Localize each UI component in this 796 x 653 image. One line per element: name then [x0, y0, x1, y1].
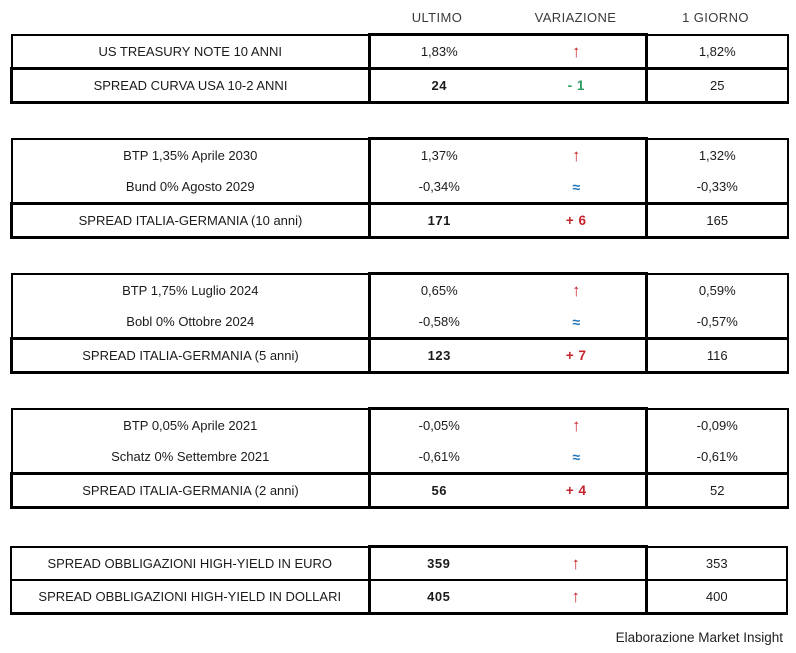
variation-up-indicator: ↑: [507, 272, 648, 306]
row-label: BTP 0,05% Aprile 2021: [10, 407, 371, 441]
row-label: BTP 1,35% Aprile 2030: [10, 137, 371, 171]
table-row: SPREAD ITALIA-GERMANIA (2 anni) 56 + 4 52: [10, 472, 789, 509]
ultimo-value: 1,37%: [368, 137, 508, 171]
ultimo-value: -0,61%: [368, 441, 508, 474]
row-label: SPREAD ITALIA-GERMANIA (10 anni): [10, 202, 371, 239]
row-label: SPREAD OBBLIGAZIONI HIGH-YIELD IN DOLLAR…: [10, 579, 370, 615]
giorno-value: -0,57%: [645, 306, 789, 339]
giorno-value: 353: [644, 545, 788, 581]
variation-up-indicator: + 7: [507, 337, 648, 374]
variation-up-indicator: ↑: [507, 33, 648, 69]
table-row: SPREAD ITALIA-GERMANIA (10 anni) 171 + 6 16…: [10, 202, 789, 239]
ultimo-value: 359: [367, 545, 507, 581]
row-label: BTP 1,75% Luglio 2024: [10, 272, 371, 306]
variation-down-indicator: - 1: [507, 67, 648, 104]
row-label: SPREAD ITALIA-GERMANIA (5 anni): [10, 337, 371, 374]
attribution-text: Elaborazione Market Insight: [615, 630, 783, 645]
variation-flat-indicator: ≈: [507, 171, 648, 204]
ultimo-value: 0,65%: [368, 272, 508, 306]
variation-up-indicator: + 6: [507, 202, 648, 239]
ultimo-value: 123: [368, 337, 508, 374]
row-label: Bund 0% Agosto 2029: [10, 171, 371, 204]
table-row: SPREAD OBBLIGAZIONI HIGH-YIELD IN DOLLAR…: [10, 579, 788, 615]
ultimo-value: -0,05%: [368, 407, 508, 441]
table-row: BTP 1,75% Luglio 2024 0,65% ↑ 0,59%: [10, 272, 789, 306]
giorno-value: 400: [644, 579, 788, 615]
column-header-1-giorno: 1 GIORNO: [682, 10, 749, 25]
table-row: SPREAD OBBLIGAZIONI HIGH-YIELD IN EURO 35…: [10, 545, 788, 581]
variation-up-indicator: + 4: [507, 472, 648, 509]
table-italy-germany-2y: BTP 0,05% Aprile 2021 -0,05% ↑ -0,09% Schatz…: [10, 407, 789, 509]
giorno-value: 1,82%: [645, 33, 789, 69]
ultimo-value: -0,58%: [368, 306, 508, 339]
row-label: SPREAD OBBLIGAZIONI HIGH-YIELD IN EURO: [10, 545, 370, 581]
table-italy-germany-5y: BTP 1,75% Luglio 2024 0,65% ↑ 0,59% Bobl 0% …: [10, 272, 789, 374]
row-label: SPREAD ITALIA-GERMANIA (2 anni): [10, 472, 371, 509]
table-row: SPREAD ITALIA-GERMANIA (5 anni) 123 + 7 116: [10, 337, 789, 374]
giorno-value: 165: [645, 202, 789, 239]
table-row: BTP 1,35% Aprile 2030 1,37% ↑ 1,32%: [10, 137, 789, 171]
row-label: Bobl 0% Ottobre 2024: [10, 306, 371, 339]
ultimo-value: 1,83%: [368, 33, 508, 69]
giorno-value: 1,32%: [645, 137, 789, 171]
ultimo-value: 56: [368, 472, 508, 509]
variation-up-indicator: ↑: [507, 407, 648, 441]
variation-flat-indicator: ≈: [507, 306, 648, 339]
ultimo-value: -0,34%: [368, 171, 508, 204]
table-row: BTP 0,05% Aprile 2021 -0,05% ↑ -0,09%: [10, 407, 789, 441]
giorno-value: 52: [645, 472, 789, 509]
ultimo-value: 405: [367, 579, 507, 615]
giorno-value: -0,61%: [645, 441, 789, 474]
row-label: US TREASURY NOTE 10 ANNI: [10, 33, 371, 69]
table-italy-germany-10y: BTP 1,35% Aprile 2030 1,37% ↑ 1,32% Bund 0% …: [10, 137, 789, 239]
column-header-variazione: VARIAZIONE: [534, 10, 617, 25]
table-row: Schatz 0% Settembre 2021 -0,61% ≈ -0,61%: [10, 441, 789, 474]
variation-up-indicator: ↑: [507, 545, 648, 581]
table-us-treasury: US TREASURY NOTE 10 ANNI 1,83% ↑ 1,82% SPREA…: [10, 33, 789, 104]
giorno-value: -0,33%: [645, 171, 789, 204]
giorno-value: -0,09%: [645, 407, 789, 441]
row-label: SPREAD CURVA USA 10-2 ANNI: [10, 67, 371, 104]
variation-flat-indicator: ≈: [507, 441, 648, 474]
table-row: US TREASURY NOTE 10 ANNI 1,83% ↑ 1,82%: [10, 33, 789, 69]
table-row: Bund 0% Agosto 2029 -0,34% ≈ -0,33%: [10, 171, 789, 204]
giorno-value: 116: [645, 337, 789, 374]
row-label: Schatz 0% Settembre 2021: [10, 441, 371, 474]
table-row: Bobl 0% Ottobre 2024 -0,58% ≈ -0,57%: [10, 306, 789, 339]
ultimo-value: 171: [368, 202, 508, 239]
table-high-yield: SPREAD OBBLIGAZIONI HIGH-YIELD IN EURO 35…: [10, 545, 788, 615]
giorno-value: 0,59%: [645, 272, 789, 306]
ultimo-value: 24: [368, 67, 508, 104]
giorno-value: 25: [645, 67, 789, 104]
table-row: SPREAD CURVA USA 10-2 ANNI 24- 1 25: [10, 67, 789, 104]
column-header-ultimo: ULTIMO: [411, 10, 463, 25]
variation-up-indicator: ↑: [507, 137, 648, 171]
variation-up-indicator: ↑: [507, 579, 648, 615]
